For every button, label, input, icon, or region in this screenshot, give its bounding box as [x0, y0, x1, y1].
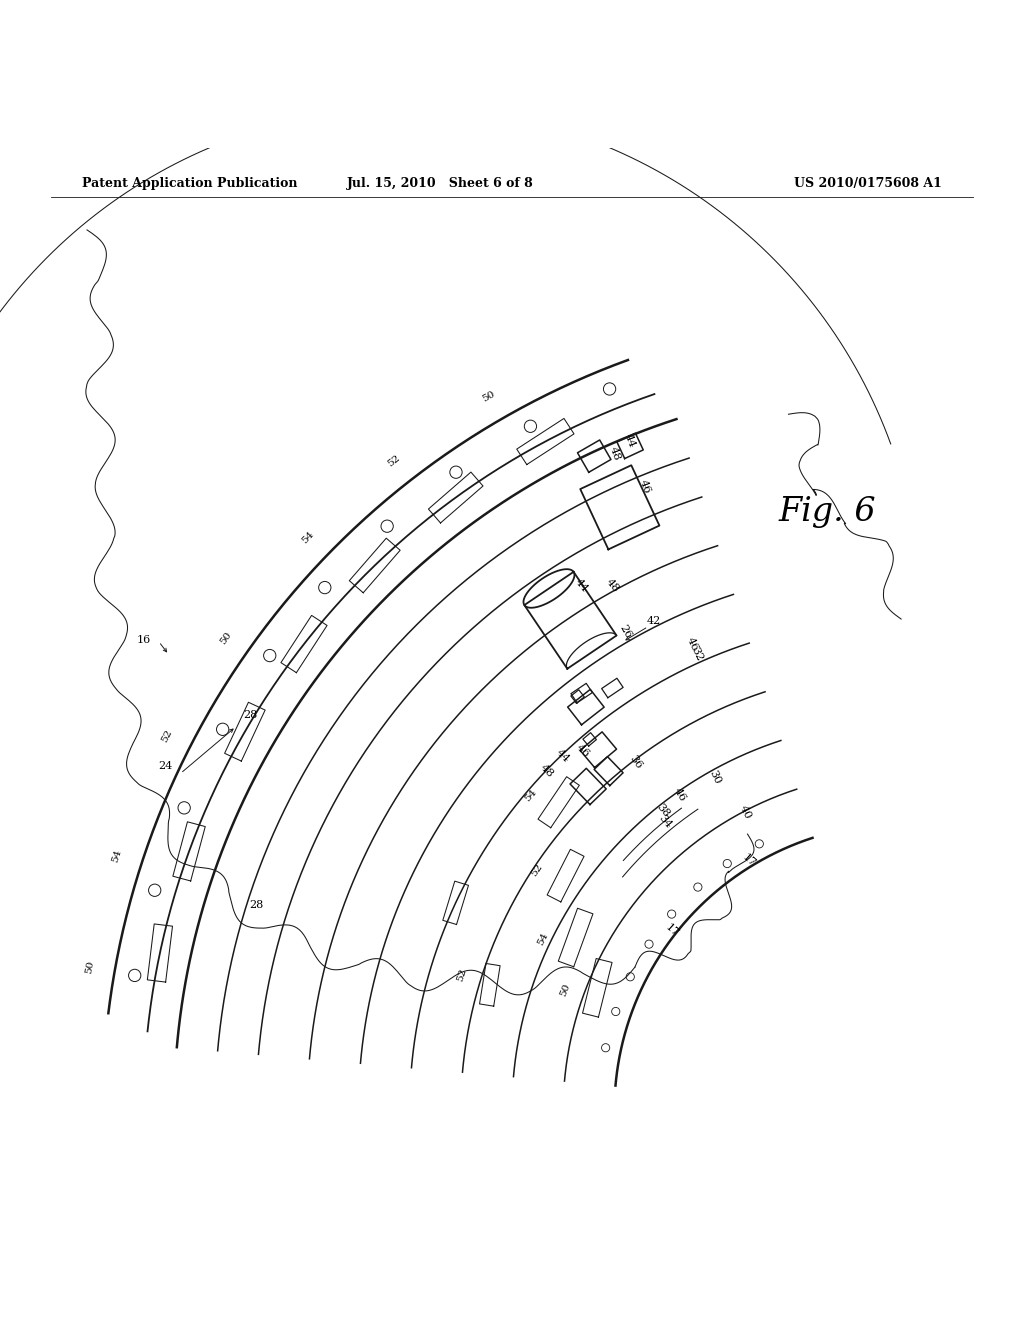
- Text: 40: 40: [737, 804, 753, 821]
- Text: 26: 26: [617, 623, 634, 640]
- Text: Patent Application Publication: Patent Application Publication: [82, 177, 297, 190]
- Text: 48: 48: [607, 446, 622, 462]
- Text: US 2010/0175608 A1: US 2010/0175608 A1: [795, 177, 942, 190]
- Text: 50: 50: [558, 982, 571, 997]
- Text: 52: 52: [386, 453, 401, 469]
- Text: 42: 42: [646, 616, 660, 627]
- Text: 44: 44: [554, 747, 571, 764]
- Text: 46: 46: [684, 636, 699, 653]
- Text: 30: 30: [708, 768, 723, 785]
- Text: 36: 36: [628, 752, 644, 771]
- Text: 46: 46: [672, 785, 687, 804]
- Text: 54: 54: [523, 788, 539, 804]
- Text: 54: 54: [300, 531, 316, 546]
- Text: 32: 32: [689, 645, 705, 663]
- Text: 50: 50: [84, 960, 95, 974]
- Text: 44: 44: [573, 577, 590, 594]
- Text: 52: 52: [529, 862, 544, 878]
- Text: 54: 54: [111, 849, 124, 863]
- Text: 38: 38: [654, 801, 671, 818]
- Text: 50: 50: [218, 630, 233, 645]
- Text: 16: 16: [136, 635, 151, 644]
- Text: Fig. 6: Fig. 6: [778, 495, 876, 528]
- Text: 48: 48: [604, 577, 621, 594]
- Text: 34: 34: [656, 813, 673, 830]
- Text: 54: 54: [536, 931, 550, 946]
- Text: 17: 17: [740, 851, 758, 869]
- Text: 44: 44: [623, 433, 637, 449]
- Text: 46: 46: [574, 742, 592, 759]
- Text: 52: 52: [160, 729, 174, 744]
- Text: 52: 52: [456, 966, 468, 982]
- Text: 28: 28: [243, 710, 257, 719]
- Text: 24: 24: [158, 762, 172, 771]
- Text: 46: 46: [638, 478, 652, 495]
- Text: 28: 28: [249, 900, 263, 911]
- Text: Jul. 15, 2010   Sheet 6 of 8: Jul. 15, 2010 Sheet 6 of 8: [347, 177, 534, 190]
- Text: 48: 48: [539, 763, 556, 780]
- Text: 17: 17: [664, 921, 681, 939]
- Text: 50: 50: [481, 389, 497, 404]
